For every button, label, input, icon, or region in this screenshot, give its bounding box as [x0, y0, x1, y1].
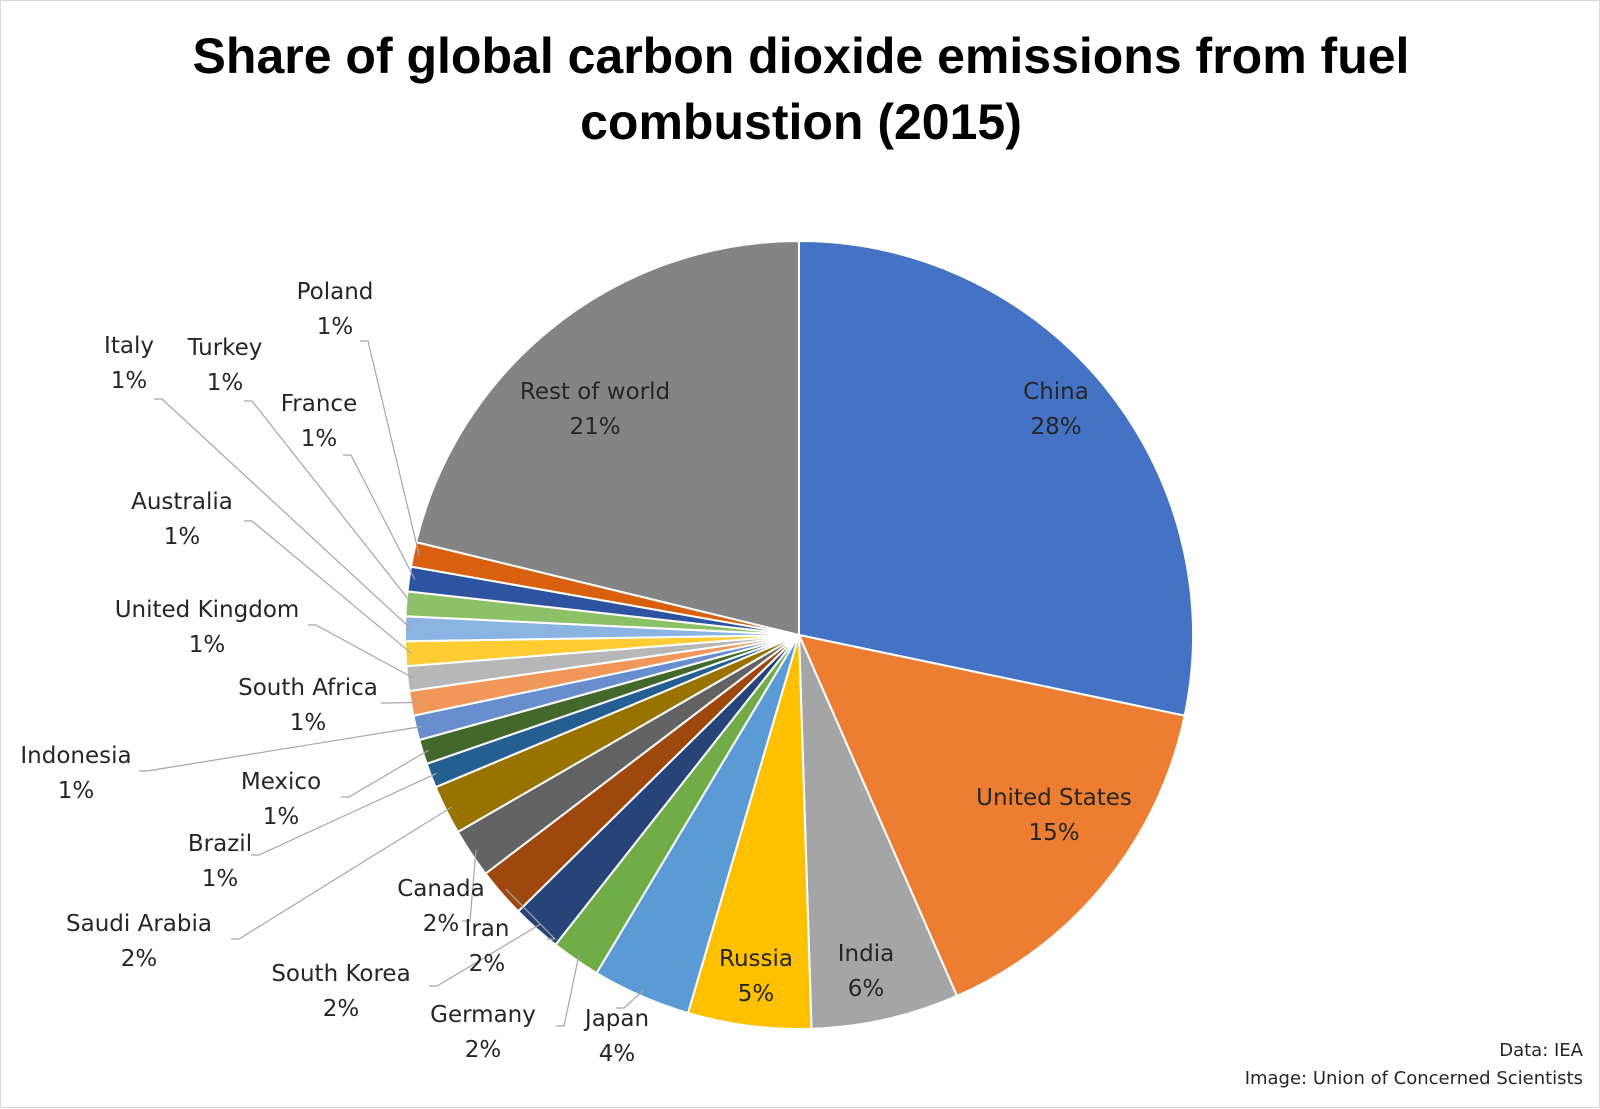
leader-line-italy — [154, 398, 412, 630]
slice-percent: 1% — [301, 426, 338, 452]
slice-name: Saudi Arabia — [66, 911, 212, 937]
slice-label-japan: Japan 4% — [583, 1006, 649, 1067]
leader-line-turkey — [244, 400, 413, 605]
slice-rest-of-world — [414, 239, 800, 637]
slice-label-australia: Australia 1% — [131, 489, 233, 550]
leader-line-germany — [556, 954, 580, 1027]
slice-label-france: France 1% — [281, 391, 357, 452]
slice-name: Indonesia — [20, 743, 131, 769]
slice-percent: 1% — [111, 368, 148, 394]
slice-percent: 1% — [207, 370, 244, 396]
slice-label-turkey: Turkey 1% — [187, 335, 263, 396]
slice-name: Italy — [104, 333, 154, 359]
leader-line-brazil — [251, 772, 437, 856]
slice-name: Japan — [583, 1006, 649, 1032]
pie-slices — [404, 239, 1195, 1030]
slice-name: Mexico — [241, 769, 321, 795]
slice-name: South Korea — [271, 961, 410, 987]
leader-line-australia — [244, 520, 412, 654]
chart-title: Share of global carbon dioxide emissions… — [192, 28, 1410, 150]
slice-label-brazil: Brazil 1% — [188, 831, 252, 892]
slice-percent: 2% — [423, 911, 460, 937]
slice-percent: 2% — [121, 946, 158, 972]
slice-name: India — [838, 941, 894, 967]
slice-percent: 1% — [202, 866, 239, 892]
slice-name: Germany — [430, 1002, 536, 1028]
slice-label-united-kingdom: United Kingdom 1% — [115, 597, 300, 658]
slice-name: Brazil — [188, 831, 252, 857]
slice-percent: 2% — [469, 951, 506, 977]
slice-percent: 1% — [290, 710, 327, 736]
leader-line-iran — [505, 888, 557, 940]
slice-name: United States — [976, 785, 1132, 811]
slice-name: France — [281, 391, 357, 417]
leader-line-south-africa — [381, 701, 417, 704]
leader-line-france — [343, 454, 416, 581]
slice-name: China — [1023, 379, 1089, 405]
slice-percent: 2% — [465, 1037, 502, 1063]
slice-percent: 2% — [323, 996, 360, 1022]
slice-percent: 21% — [569, 414, 620, 440]
slice-name: United Kingdom — [115, 597, 300, 623]
slice-label-south-korea: South Korea 2% — [271, 961, 410, 1022]
leader-line-saudi-arabia — [231, 806, 452, 940]
slice-percent: 28% — [1030, 414, 1081, 440]
slice-name: South Africa — [238, 675, 378, 701]
slice-percent: 1% — [317, 314, 354, 340]
slice-percent: 1% — [58, 778, 95, 804]
slice-label-italy: Italy 1% — [104, 333, 154, 394]
slice-name: Australia — [131, 489, 233, 515]
leader-line-canada — [462, 849, 477, 922]
slice-india — [798, 634, 959, 1030]
slice-label-poland: Poland 1% — [297, 279, 374, 340]
slice-label-saudi-arabia: Saudi Arabia 2% — [66, 911, 212, 972]
slice-label-mexico: Mexico 1% — [241, 769, 321, 830]
leader-line-indonesia — [139, 725, 423, 772]
slice-percent: 1% — [263, 804, 300, 830]
slice-label-germany: Germany 2% — [430, 1002, 536, 1063]
slice-china — [798, 239, 1195, 717]
slice-label-russia: Russia 5% — [719, 946, 793, 1007]
slice-label-south-africa: South Africa 1% — [238, 675, 378, 736]
slice-label-united-states: United States 15% — [976, 785, 1132, 846]
leader-line-mexico — [341, 749, 429, 798]
slice-label-china: China 28% — [1023, 379, 1089, 440]
leader-line-south-korea — [429, 923, 541, 987]
slice-united-states — [797, 633, 1186, 998]
slice-percent: 5% — [738, 981, 775, 1007]
slice-percent: 6% — [848, 976, 885, 1002]
slice-label-rest-of-world: Rest of world 21% — [520, 379, 670, 440]
slice-name: Rest of world — [520, 379, 670, 405]
slice-percent: 1% — [164, 524, 201, 550]
slice-percent: 4% — [599, 1041, 636, 1067]
image-source-credit: Image: Union of Concerned Scientists — [1244, 1068, 1583, 1089]
slice-label-canada: Canada 2% — [397, 876, 485, 937]
slice-name: Iran — [465, 916, 510, 942]
slice-name: Poland — [297, 279, 374, 305]
slice-label-indonesia: Indonesia 1% — [20, 743, 131, 804]
data-source-credit: Data: IEA — [1499, 1040, 1583, 1061]
leader-line-poland — [360, 340, 420, 556]
slice-name: Canada — [397, 876, 485, 902]
leader-line-japan — [616, 990, 644, 1009]
slice-name: Turkey — [187, 335, 263, 361]
leader-lines — [139, 340, 644, 1027]
slice-name: Russia — [719, 946, 793, 972]
slice-percent: 15% — [1028, 820, 1079, 846]
credits: Data: IEA Image: Union of Concerned Scie… — [1245, 1037, 1583, 1093]
slice-label-india: India 6% — [838, 941, 894, 1002]
leader-line-united-kingdom — [308, 624, 414, 679]
slice-labels: China 28% United States 15% India 6% Russia 5% J… — [20, 279, 1131, 1067]
slice-label-iran: Iran 2% — [465, 916, 510, 977]
slice-percent: 1% — [189, 632, 226, 658]
